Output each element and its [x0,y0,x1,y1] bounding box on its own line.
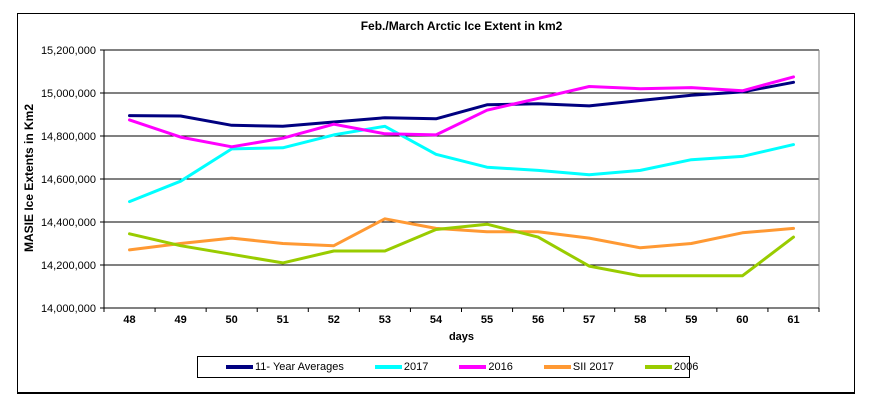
x-tick-label: 56 [532,314,544,326]
y-tick-label: 14,400,000 [41,217,96,229]
y-tick-label: 15,000,000 [41,88,96,100]
x-tick-label: 52 [328,314,340,326]
legend-box: 11- Year Averages 2017 2016 SII 2017 2006 [197,356,698,378]
legend-swatch-icon [374,365,402,369]
legend-item-sii-2017: SII 2017 [543,361,614,373]
figure-border [17,13,855,394]
legend-label: 2017 [403,361,429,373]
legend-item-2017: 2017 [374,361,429,373]
x-axis-title: days [448,331,475,343]
legend-label: 2006 [673,361,699,373]
y-tick-label: 14,800,000 [41,131,96,143]
x-tick-label: 58 [634,314,646,326]
x-tick-label: 53 [379,314,391,326]
legend-item-11--year-averages: 11- Year Averages [226,361,344,373]
y-tick-label: 15,200,000 [41,45,96,57]
x-tick-label: 51 [277,314,289,326]
x-tick-label: 50 [226,314,238,326]
series-line-11--year-averages [128,80,795,128]
chart-title: Feb./March Arctic Ice Extent in km2 [360,19,563,33]
legend-swatch-icon [459,365,487,369]
legend-label: 2016 [488,361,513,373]
x-tick-label: 48 [123,314,135,326]
legend-item-2016: 2016 [459,361,513,373]
legend-swatch-icon [226,365,253,369]
legend-swatch-icon [644,365,672,369]
legend-item-2006: 2006 [644,361,699,373]
legend-label: SII 2017 [572,361,614,373]
legend-label: 11- Year Averages [255,361,344,373]
series-line-2006 [128,222,795,278]
series-line-2016 [128,75,795,149]
x-tick-label: 59 [685,314,697,326]
y-tick-label: 14,600,000 [41,174,96,186]
legend-swatch-icon [543,365,571,369]
y-tick-label: 14,000,000 [41,303,96,315]
x-tick-label: 54 [430,314,443,326]
series-line-sii-2017 [128,217,795,252]
x-tick-label: 60 [736,314,748,326]
x-tick-label: 49 [174,314,186,326]
x-tick-label: 61 [787,314,799,326]
x-tick-label: 57 [583,314,595,326]
y-tick-label: 14,200,000 [41,260,96,272]
series-line-2017 [128,124,795,204]
x-tick-label: 55 [481,314,493,326]
